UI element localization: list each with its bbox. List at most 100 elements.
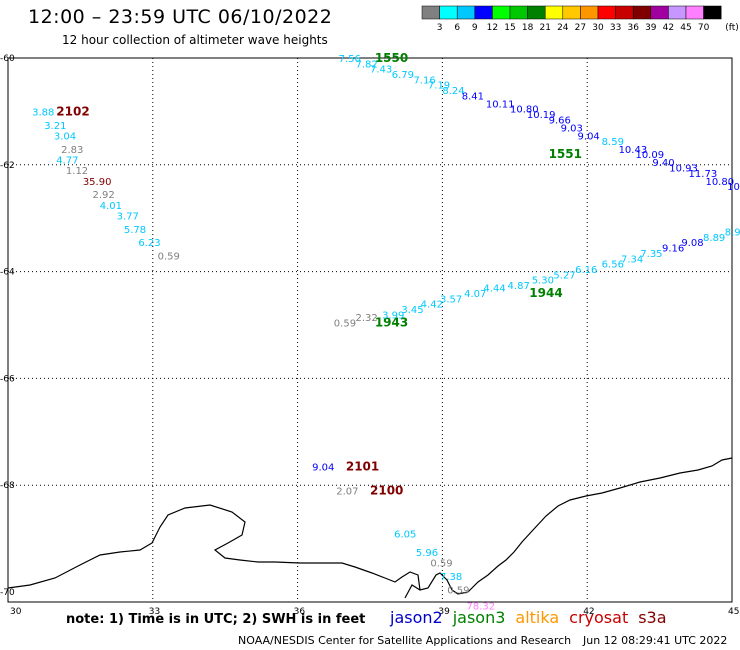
generation-timestamp: Jun 12 08:29:41 UTC 2022: [583, 634, 728, 647]
wave-height-value: 3.99: [382, 310, 404, 321]
wave-height-value: 1.12: [66, 166, 88, 177]
wave-height-value: 4.07: [464, 289, 486, 300]
wave-height-value: 9.16: [662, 244, 684, 255]
latitude-label: -68: [0, 481, 15, 491]
color-scale-label: 12: [487, 23, 498, 33]
wave-height-value: 8.41: [462, 91, 484, 102]
wave-height-value: 7.43: [370, 65, 392, 76]
latitude-label: -64: [0, 268, 15, 278]
longitude-label: 30: [10, 607, 22, 617]
color-scale-label: 39: [645, 23, 657, 33]
grid-lines: [8, 58, 732, 602]
color-scale-label: 70: [698, 23, 710, 33]
legend-altika: altika: [515, 608, 560, 627]
color-scale-label: 6: [454, 23, 460, 33]
wave-height-value: 7.38: [440, 572, 462, 583]
wave-height-value: 6.79: [392, 70, 414, 81]
wave-height-value: 8.59: [602, 137, 624, 148]
color-scale-unit: (ft): [725, 23, 739, 33]
wave-height-value: 5.96: [416, 548, 438, 559]
coastline-inlet: [404, 584, 421, 599]
wave-height-value: 0.59: [158, 252, 180, 263]
wave-height-value: 9.40: [652, 158, 674, 169]
color-scale-label: 21: [539, 23, 550, 33]
wave-height-value: 4.01: [100, 201, 122, 212]
wave-height-value: 9.03: [561, 123, 583, 134]
color-scale-label: 3: [437, 23, 443, 33]
wave-height-value: 9.08: [681, 238, 703, 249]
time-labels: 1550 1551 2102 1943 1944 2101 2100: [56, 51, 582, 498]
longitude-label: 33: [149, 607, 160, 617]
legend-cryosat: cryosat: [569, 608, 629, 627]
pass-time-label: 2100: [370, 484, 403, 498]
color-swatch: [492, 5, 511, 20]
pass-time-label: 1551: [549, 147, 582, 161]
wave-height-value: 0.59: [447, 585, 469, 596]
color-swatch: [421, 5, 440, 20]
wave-height-value: 4.87: [508, 281, 530, 292]
color-swatch: [615, 5, 634, 20]
color-swatch: [685, 5, 704, 20]
color-swatch: [439, 5, 458, 20]
wave-height-value: 10.80: [705, 177, 734, 188]
wave-height-value: 6.16: [575, 265, 597, 276]
wave-height-value: 0.59: [334, 318, 356, 329]
pass-time-label: 1550: [375, 51, 408, 65]
color-scale-label: 9: [472, 23, 478, 33]
longitude-label: 45: [728, 607, 739, 617]
wave-height-value: 10.09: [635, 150, 664, 161]
color-swatch: [597, 5, 616, 20]
color-swatch: [456, 5, 476, 20]
wave-height-value: 10.43: [619, 145, 648, 156]
wave-height-value: 5.27: [553, 270, 575, 281]
wave-height-value: 10.59: [727, 182, 740, 193]
wave-height-value: 4.77: [56, 155, 78, 166]
wave-height-value: 7.16: [413, 75, 435, 86]
color-scale-label: 15: [504, 23, 515, 33]
wave-height-value: 3.04: [54, 131, 76, 142]
longitude-label: 39: [438, 607, 450, 617]
wave-height-value: 7.56: [339, 54, 361, 65]
wave-height-value: 8.9: [725, 228, 740, 239]
wave-height-value: 10.19: [527, 110, 556, 121]
wave-height-points: 7.567.827.43 6.79 7.167.198.248.4110.1110.…: [32, 54, 740, 612]
wave-height-value: 7.34: [621, 254, 643, 265]
color-swatch: [632, 5, 652, 20]
legend-jason2: jason2: [390, 608, 443, 627]
color-scale-label: 36: [627, 23, 639, 33]
color-swatch: [509, 5, 528, 20]
wave-height-value: 9.04: [578, 131, 600, 142]
color-scale-label: 30: [592, 23, 604, 33]
longitude-label: 42: [583, 607, 594, 617]
pass-time-label: 1943: [375, 315, 408, 329]
map-subtitle: 12 hour collection of altimeter wave hei…: [62, 33, 328, 47]
wave-height-value: 2.07: [336, 487, 358, 498]
latitude-label: -66: [0, 374, 15, 384]
latitude-label: -60: [0, 54, 15, 64]
longitude-label: 36: [294, 607, 306, 617]
pass-time-label: 2102: [56, 104, 89, 118]
wave-height-value: 2.32: [356, 313, 378, 324]
wave-height-value: 10.11: [486, 99, 515, 110]
color-swatch: [703, 5, 722, 20]
satellite-legend: jason2 jason3 altika cryosat s3a: [390, 608, 677, 627]
map-title: 12:00 – 23:59 UTC 06/10/2022: [28, 6, 333, 28]
color-swatch: [527, 5, 546, 20]
wave-height-value: 10.80: [510, 105, 539, 116]
map-frame: [7, 57, 733, 603]
wave-height-value: 78.32: [467, 601, 496, 612]
legend-jason3: jason3: [452, 608, 506, 627]
wave-height-value: 35.90: [83, 177, 112, 188]
latitude-label: -70: [0, 588, 15, 598]
wave-height-value: 2.92: [92, 190, 114, 201]
pass-time-label: 1944: [529, 286, 562, 300]
color-scale-label: 42: [663, 23, 674, 33]
footer-note: note: 1) Time is in UTC; 2) SWH is in fe…: [66, 612, 366, 627]
color-scale-label: 45: [680, 23, 691, 33]
pass-time-label: 2101: [346, 460, 379, 474]
wave-height-value: 8.89: [703, 233, 725, 244]
axis-labels: 30 33 36 39 42 45 -60 -62 -64 -66 -68 -70: [0, 54, 739, 617]
wave-height-value: 9.04: [312, 463, 334, 474]
wave-height-value: 10.93: [669, 163, 698, 174]
